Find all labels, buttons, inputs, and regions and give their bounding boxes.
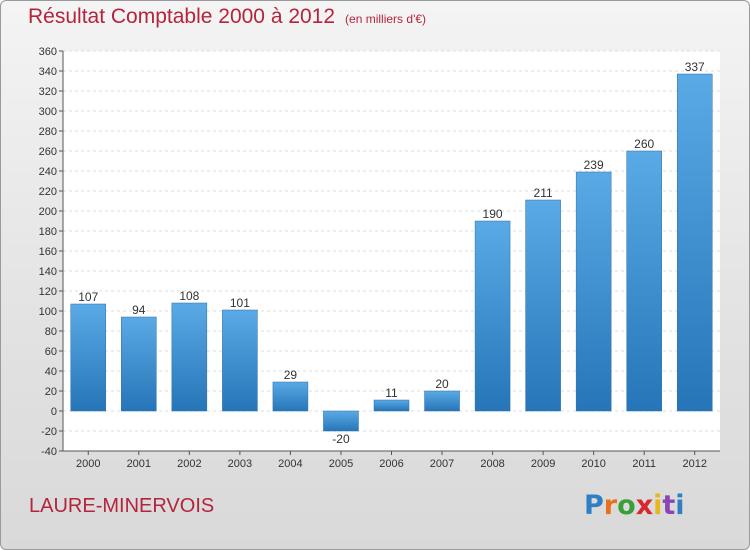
bar-2005 bbox=[323, 410, 359, 432]
y-tick-label: 200 bbox=[39, 206, 57, 218]
y-tick-label: 280 bbox=[39, 126, 57, 138]
y-tick-label: 340 bbox=[39, 66, 57, 78]
chart-title-text: Résultat Comptable 2000 à 2012 bbox=[28, 5, 336, 28]
x-tick-label: 2012 bbox=[682, 458, 706, 470]
data-label: 337 bbox=[685, 60, 705, 74]
axes bbox=[59, 50, 720, 455]
bar-2009 bbox=[525, 199, 561, 412]
y-tick-label: 160 bbox=[39, 246, 57, 258]
x-tick-label: 2003 bbox=[228, 458, 252, 470]
x-tick-label: 2008 bbox=[480, 458, 504, 470]
y-tick-label: 20 bbox=[45, 386, 57, 398]
y-tick-label: 100 bbox=[39, 306, 57, 318]
data-label: 94 bbox=[132, 303, 146, 317]
x-tick-label: 2011 bbox=[632, 458, 656, 470]
y-tick-label: 140 bbox=[39, 266, 57, 278]
bar-2001 bbox=[121, 316, 157, 412]
chart-subtitle: (en milliers d'€) bbox=[345, 12, 427, 26]
bar-2012 bbox=[676, 73, 713, 412]
data-label: 101 bbox=[230, 296, 250, 310]
data-label: -20 bbox=[332, 432, 350, 446]
labels: -40-200204060801001201401601802002202402… bbox=[39, 46, 707, 470]
logo-letter: i bbox=[653, 490, 663, 521]
logo-letter: r bbox=[603, 490, 618, 521]
data-label: 260 bbox=[634, 137, 654, 151]
y-tick-label: -40 bbox=[41, 446, 57, 458]
y-tick-label: 80 bbox=[45, 326, 57, 338]
y-tick-label: 220 bbox=[39, 186, 57, 198]
bars bbox=[70, 73, 713, 432]
x-tick-label: 2009 bbox=[531, 458, 555, 470]
bar-2007 bbox=[424, 390, 460, 412]
x-tick-label: 2001 bbox=[127, 458, 151, 470]
logo-letter: t bbox=[662, 490, 676, 521]
bar-2004 bbox=[272, 381, 309, 412]
x-tick-label: 2004 bbox=[278, 458, 302, 470]
bar-2002 bbox=[171, 302, 208, 412]
x-tick-label: 2007 bbox=[430, 458, 454, 470]
data-label: 29 bbox=[284, 368, 298, 382]
y-tick-label: 360 bbox=[39, 46, 57, 58]
y-tick-label: 180 bbox=[39, 226, 57, 238]
data-label: 20 bbox=[435, 377, 449, 391]
x-tick-label: 2006 bbox=[379, 458, 403, 470]
bar-2000 bbox=[70, 303, 107, 412]
bar-2008 bbox=[474, 220, 511, 412]
bar-2003 bbox=[222, 309, 258, 412]
data-label: 11 bbox=[385, 386, 398, 400]
logo-letter: i bbox=[675, 490, 685, 521]
logo-letter: o bbox=[617, 490, 636, 521]
y-tick-label: 0 bbox=[51, 406, 57, 418]
logo-letter: P bbox=[584, 490, 604, 521]
x-tick-label: 2005 bbox=[329, 458, 353, 470]
chart-title: Résultat Comptable 2000 à 2012 (en millie… bbox=[28, 5, 426, 29]
data-label: 190 bbox=[483, 207, 503, 221]
commune-name: LAURE-MINERVOIS bbox=[29, 495, 215, 517]
y-tick-label: 320 bbox=[39, 86, 57, 98]
y-tick-label: 300 bbox=[39, 106, 57, 118]
data-label: 107 bbox=[78, 290, 98, 304]
x-tick-label: 2000 bbox=[76, 458, 100, 470]
y-tick-label: 40 bbox=[45, 366, 57, 378]
data-label: 211 bbox=[534, 186, 553, 200]
x-tick-label: 2010 bbox=[581, 458, 605, 470]
data-label: 239 bbox=[584, 158, 604, 172]
logo-letter: x bbox=[635, 490, 654, 521]
y-tick-label: -20 bbox=[41, 426, 57, 438]
x-tick-label: 2002 bbox=[177, 458, 201, 470]
bar-2010 bbox=[575, 171, 612, 412]
y-tick-label: 260 bbox=[39, 146, 57, 158]
y-tick-label: 120 bbox=[39, 286, 57, 298]
bar-2011 bbox=[626, 150, 662, 412]
y-tick-label: 240 bbox=[39, 166, 57, 178]
bar-2006 bbox=[373, 399, 410, 412]
proxiti-logo: Proxiti bbox=[584, 490, 685, 521]
data-label: 108 bbox=[179, 289, 199, 303]
y-tick-label: 60 bbox=[45, 346, 57, 358]
